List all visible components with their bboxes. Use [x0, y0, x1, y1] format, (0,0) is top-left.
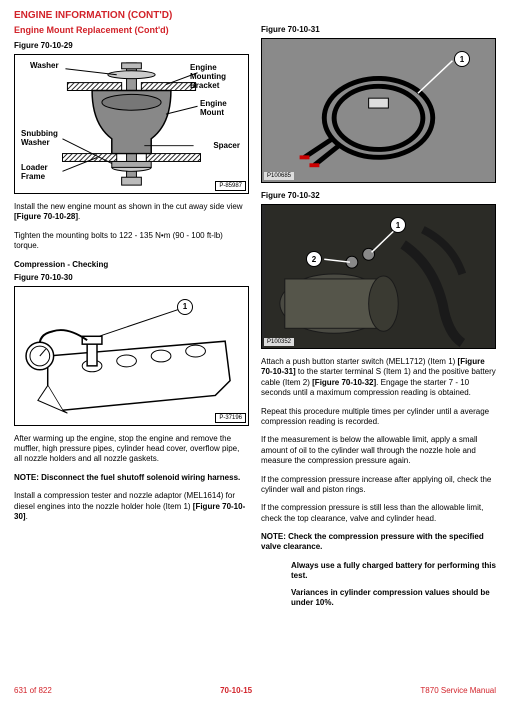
para-warmup: After warming up the engine, stop the en…: [14, 434, 249, 465]
label-spacer: Spacer: [213, 141, 240, 150]
fig32-caption: Figure 70-10-32: [261, 191, 496, 200]
fig31-id: P100685: [264, 172, 294, 180]
para-below-limit: If the measurement is below the allowabl…: [261, 435, 496, 466]
compression-tester-diagram: [15, 287, 248, 425]
callout-1-fig30: 1: [177, 299, 193, 315]
para-repeat: Repeat this procedure multiple times per…: [261, 407, 496, 428]
fig29-id: P-85987: [215, 181, 246, 191]
right-column: Figure 70-10-31 1 P100685 Figur: [261, 25, 496, 614]
fig29-box: Washer Engine Mounting Bracket Engine Mo…: [14, 54, 249, 194]
note-battery: Always use a fully charged battery for p…: [261, 561, 496, 582]
label-frame: Loader Frame: [21, 163, 61, 181]
callout-2-fig32: 2: [306, 251, 322, 267]
fig32-id: P100352: [264, 338, 294, 346]
para-still-less: If the compression pressure is still les…: [261, 503, 496, 524]
compression-title: Compression - Checking: [14, 260, 249, 269]
para-torque: Tighten the mounting bolts to 122 - 135 …: [14, 231, 249, 252]
footer-right: T870 Service Manual: [420, 686, 496, 695]
para-attach-switch: Attach a push button starter switch (MEL…: [261, 357, 496, 399]
footer-center: 70-10-15: [220, 686, 252, 695]
footer-page: 631 of 822: [14, 686, 52, 695]
fig32-box: 1 2 P100352: [261, 204, 496, 349]
fig29-caption: Figure 70-10-29: [14, 41, 249, 50]
label-snub: Snubbing Washer: [21, 129, 66, 147]
label-washer: Washer: [30, 61, 59, 70]
page-footer: 631 of 822 70-10-15 T870 Service Manual: [14, 686, 496, 695]
subheader: Engine Mount Replacement (Cont'd): [14, 25, 249, 35]
callout-1-fig31: 1: [454, 51, 470, 67]
fig30-caption: Figure 70-10-30: [14, 273, 249, 282]
note-disconnect: NOTE: Disconnect the fuel shutoff soleno…: [14, 473, 249, 483]
note-variances: Variances in cylinder compression values…: [261, 588, 496, 609]
fig31-box: 1 P100685: [261, 38, 496, 183]
label-mount: Engine Mount: [200, 99, 240, 117]
label-bracket: Engine Mounting Bracket: [190, 63, 240, 90]
note-check-pressure: NOTE: Check the compression pressure wit…: [261, 532, 496, 553]
left-column: Engine Mount Replacement (Cont'd) Figure…: [14, 25, 249, 614]
page-title: ENGINE INFORMATION (CONT'D): [14, 10, 496, 21]
para-install-mount: Install the new engine mount as shown in…: [14, 202, 249, 223]
fig31-caption: Figure 70-10-31: [261, 25, 496, 34]
callout-1-fig32: 1: [390, 217, 406, 233]
fig31-photo: 1: [262, 39, 495, 182]
fig30-box: 1 P-37196: [14, 286, 249, 426]
para-increase: If the compression pressure increase aft…: [261, 475, 496, 496]
fig30-id: P-37196: [215, 413, 246, 423]
para-install-tester: Install a compression tester and nozzle …: [14, 491, 249, 522]
fig32-photo: 1 2: [262, 205, 495, 348]
